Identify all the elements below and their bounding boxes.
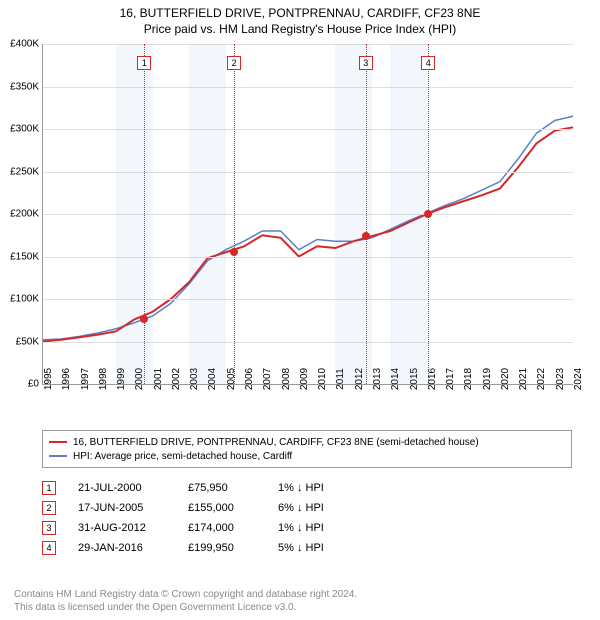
- footer-line1: Contains HM Land Registry data © Crown c…: [14, 588, 357, 601]
- x-tick-label: 2020: [500, 368, 511, 390]
- sale-table: 121-JUL-2000£75,9501% ↓ HPI217-JUN-2005£…: [42, 478, 572, 558]
- x-tick-label: 2022: [536, 368, 547, 390]
- x-tick-label: 2021: [518, 368, 529, 390]
- y-tick-label: £300K: [1, 124, 39, 135]
- footer-line2: This data is licensed under the Open Gov…: [14, 601, 357, 614]
- x-tick-label: 2018: [463, 368, 474, 390]
- sale-point: [362, 232, 370, 240]
- sale-row-marker: 1: [42, 481, 56, 495]
- x-tick-label: 2007: [262, 368, 273, 390]
- sale-marker-box: 4: [421, 56, 435, 70]
- y-tick-label: £150K: [1, 251, 39, 262]
- sale-row-price: £155,000: [188, 502, 278, 514]
- chart-title-line2: Price paid vs. HM Land Registry's House …: [0, 22, 600, 38]
- sale-table-row: 3 31-AUG-2012£174,0001% ↓ HPI: [42, 518, 572, 538]
- sale-row-price: £174,000: [188, 522, 278, 534]
- sale-row-date: 29-JAN-2016: [78, 542, 188, 554]
- legend-label-hpi: HPI: Average price, semi-detached house,…: [73, 451, 292, 462]
- legend-label-property: 16, BUTTERFIELD DRIVE, PONTPRENNAU, CARD…: [73, 437, 479, 448]
- chart-title-line1: 16, BUTTERFIELD DRIVE, PONTPRENNAU, CARD…: [0, 6, 600, 22]
- sale-row-delta: 1% ↓ HPI: [278, 482, 388, 494]
- legend: 16, BUTTERFIELD DRIVE, PONTPRENNAU, CARD…: [42, 430, 572, 468]
- sale-point: [230, 248, 238, 256]
- x-tick-label: 2017: [445, 368, 456, 390]
- y-tick-label: £100K: [1, 294, 39, 305]
- sale-marker-box: 3: [359, 56, 373, 70]
- sale-row-delta: 1% ↓ HPI: [278, 522, 388, 534]
- legend-swatch-property: [49, 441, 67, 443]
- sale-row-delta: 5% ↓ HPI: [278, 542, 388, 554]
- sale-row-marker: 2: [42, 501, 56, 515]
- y-tick-label: £350K: [1, 81, 39, 92]
- x-tick-label: 2008: [281, 368, 292, 390]
- shaded-band: [390, 44, 427, 384]
- x-tick-label: 1998: [98, 368, 109, 390]
- sale-row-date: 31-AUG-2012: [78, 522, 188, 534]
- x-tick-label: 2010: [317, 368, 328, 390]
- sale-table-row: 4 29-JAN-2016£199,9505% ↓ HPI: [42, 538, 572, 558]
- shaded-band: [189, 44, 226, 384]
- sale-table-row: 2 17-JUN-2005£155,0006% ↓ HPI: [42, 498, 572, 518]
- y-tick-label: £50K: [1, 336, 39, 347]
- sale-row-price: £199,950: [188, 542, 278, 554]
- x-tick-label: 2009: [299, 368, 310, 390]
- sale-row-date: 21-JUL-2000: [78, 482, 188, 494]
- plot-area: £0£50K£100K£150K£200K£250K£300K£350K£400…: [42, 44, 573, 385]
- x-tick-label: 2023: [555, 368, 566, 390]
- sale-row-date: 17-JUN-2005: [78, 502, 188, 514]
- sale-row-price: £75,950: [188, 482, 278, 494]
- sale-row-marker: 3: [42, 521, 56, 535]
- sale-row-marker: 4: [42, 541, 56, 555]
- legend-swatch-hpi: [49, 455, 67, 457]
- x-tick-label: 2001: [153, 368, 164, 390]
- x-tick-label: 2002: [171, 368, 182, 390]
- sale-marker-line: [366, 44, 367, 384]
- x-tick-label: 2013: [372, 368, 383, 390]
- x-tick-label: 2006: [244, 368, 255, 390]
- y-tick-label: £200K: [1, 209, 39, 220]
- sale-point: [140, 315, 148, 323]
- sale-marker-box: 2: [227, 56, 241, 70]
- y-tick-label: £250K: [1, 166, 39, 177]
- y-tick-label: £400K: [1, 39, 39, 50]
- sale-table-row: 1 21-JUL-2000£75,9501% ↓ HPI: [42, 478, 572, 498]
- y-tick-label: £0: [1, 379, 39, 390]
- x-tick-label: 1996: [61, 368, 72, 390]
- sale-point: [424, 210, 432, 218]
- x-tick-label: 2024: [573, 368, 584, 390]
- sale-marker-line: [144, 44, 145, 384]
- shaded-band: [116, 44, 153, 384]
- x-tick-label: 2019: [482, 368, 493, 390]
- x-tick-label: 1997: [80, 368, 91, 390]
- sale-marker-line: [234, 44, 235, 384]
- sale-marker-box: 1: [137, 56, 151, 70]
- x-tick-label: 1995: [43, 368, 54, 390]
- sale-row-delta: 6% ↓ HPI: [278, 502, 388, 514]
